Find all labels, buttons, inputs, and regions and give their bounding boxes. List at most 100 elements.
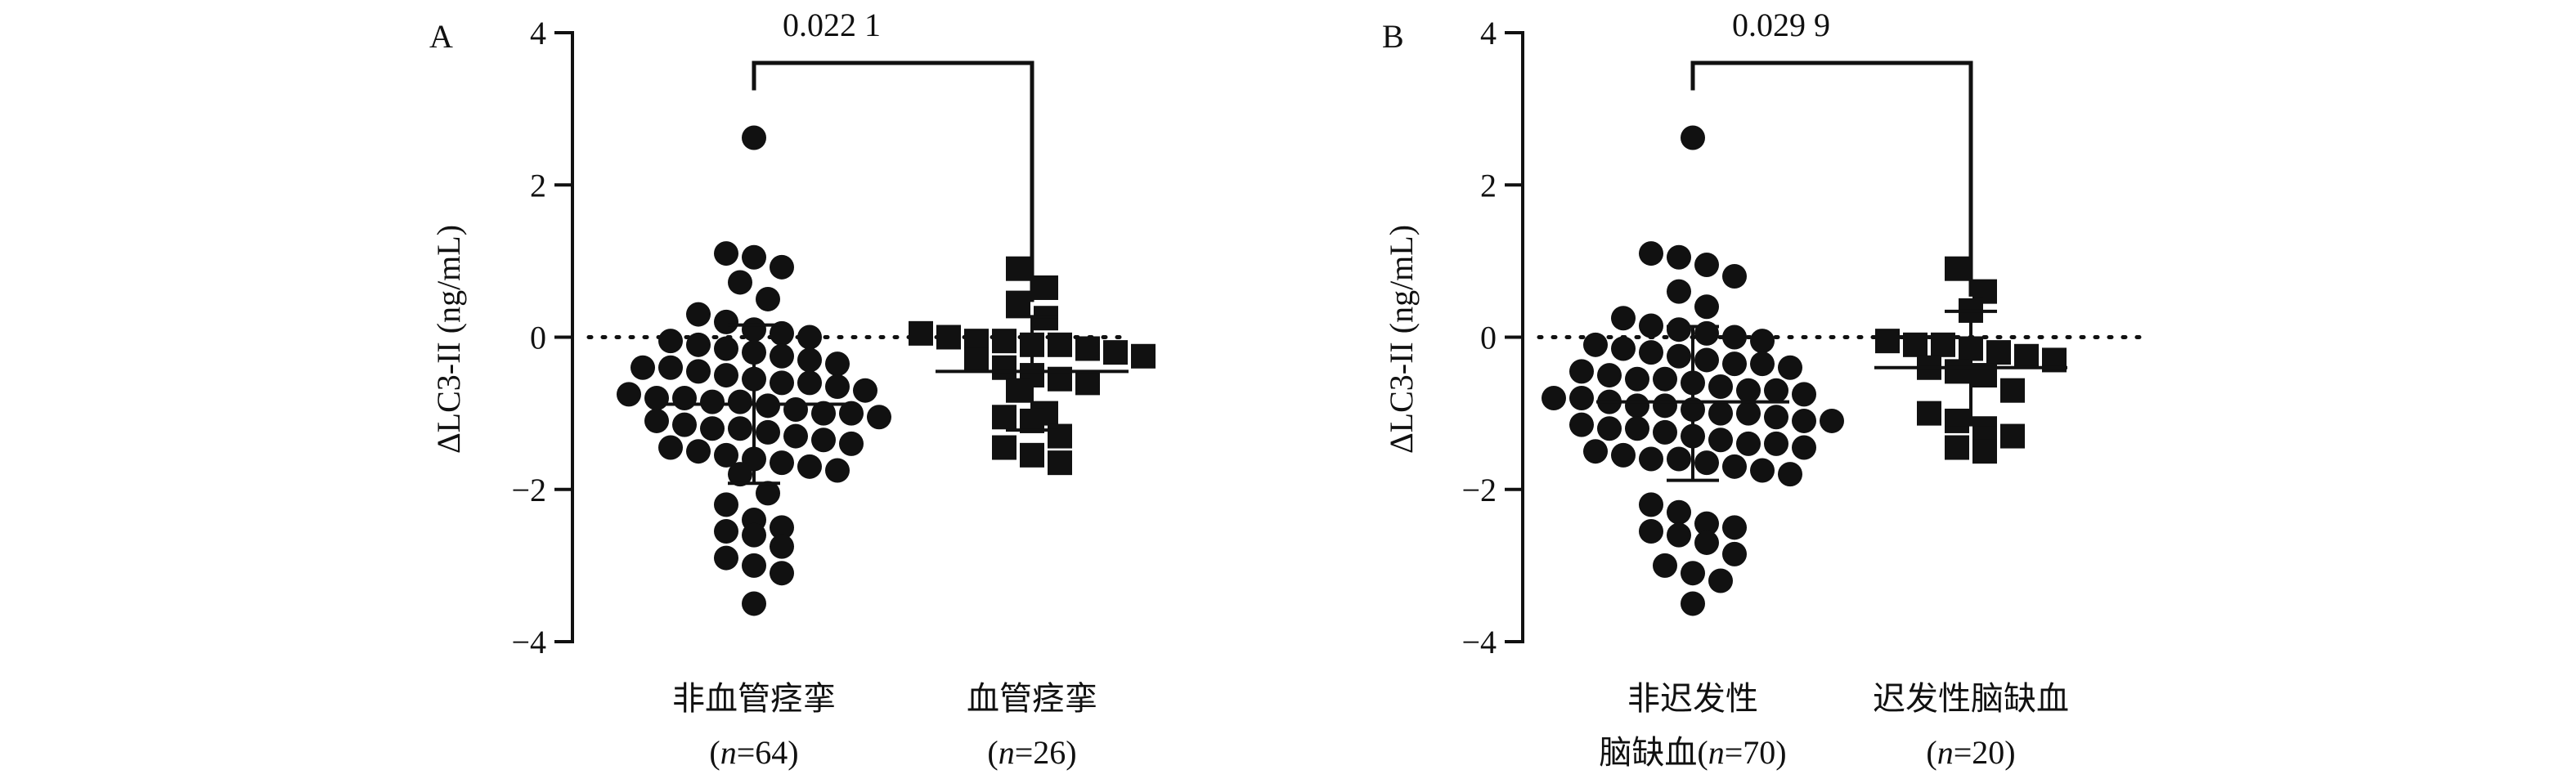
panel-b-point-circle bbox=[1750, 458, 1775, 483]
panel-a-point-circle bbox=[714, 336, 738, 361]
panel-b-point-circle bbox=[1736, 401, 1761, 426]
panel-b-point-circle bbox=[1792, 435, 1816, 460]
panel-b-point-circle bbox=[1667, 343, 1691, 369]
x-label-b-group1-name: 非迟发性 bbox=[1627, 680, 1758, 717]
x-label-b-group2-n: (n=20) bbox=[1926, 734, 2015, 771]
panel-a-point-square bbox=[909, 320, 933, 346]
panel-b-point-square bbox=[1945, 435, 1969, 460]
y-axis-label-b: ΔLC3-II (ng/mL) bbox=[1383, 225, 1420, 454]
panel-a-point-circle bbox=[728, 270, 752, 295]
panel-a-point-circle bbox=[714, 309, 738, 334]
panel-b-point-circle bbox=[1722, 541, 1747, 566]
panel-b-point-circle bbox=[1736, 431, 1761, 456]
panel-a-point-square bbox=[992, 329, 1016, 354]
panel-a-point-square bbox=[964, 347, 989, 373]
panel-b-point-circle bbox=[1694, 253, 1719, 278]
panel-a-point-circle bbox=[811, 401, 836, 426]
panel-b-y-tick-label: 0 bbox=[1480, 320, 1497, 356]
panel-b-point-circle bbox=[1694, 294, 1719, 320]
p-value-a: 0.022 1 bbox=[783, 7, 881, 43]
panel-b-point-square bbox=[1917, 401, 1941, 426]
panel-a-point-square bbox=[1131, 343, 1156, 369]
panel-a-point-circle bbox=[742, 244, 766, 270]
panel-b-point-circle bbox=[1681, 125, 1705, 150]
panel-b-point-square bbox=[1986, 340, 2011, 365]
panel-a-point-circle bbox=[825, 351, 850, 377]
panel-a-point-circle bbox=[686, 359, 711, 384]
x-label-a-group2-n: (n=26) bbox=[987, 734, 1076, 771]
panel-b-point-circle bbox=[1653, 366, 1677, 392]
panel-a-point-circle bbox=[700, 416, 725, 441]
panel-a-point-square bbox=[1048, 423, 1072, 449]
panel-label-a: A bbox=[429, 18, 453, 55]
panel-b-point-square bbox=[1931, 332, 1955, 357]
panel-a-point-circle bbox=[783, 423, 808, 449]
panel-a-point-circle bbox=[686, 439, 711, 464]
panel-b-point-circle bbox=[1653, 393, 1677, 419]
panel-b-point-circle bbox=[1708, 401, 1733, 426]
panel-b-point-circle bbox=[1750, 351, 1775, 377]
panel-a-point-circle bbox=[742, 591, 766, 616]
panel-a-point-circle bbox=[839, 431, 864, 456]
panel-a-point-circle bbox=[714, 442, 738, 468]
panel-b-point-circle bbox=[1722, 351, 1747, 377]
panel-a-point-circle bbox=[686, 302, 711, 327]
panel-a-point-circle bbox=[714, 363, 738, 388]
panel-b-point-circle bbox=[1542, 386, 1566, 410]
panel-b-point-circle bbox=[1708, 428, 1733, 453]
panel-b-point-circle bbox=[1667, 522, 1691, 548]
panel-b-point-square bbox=[2000, 378, 2025, 403]
panel-b-point-circle bbox=[1694, 450, 1719, 476]
panel-a-point-circle bbox=[658, 435, 683, 460]
panel-a-point-square bbox=[992, 405, 1016, 430]
panel-a-point-circle bbox=[853, 378, 877, 403]
panel-a-point-circle bbox=[700, 389, 725, 414]
panel-a-point-circle bbox=[644, 386, 669, 410]
panel-b-point-circle bbox=[1694, 320, 1719, 346]
panel-b-point-circle bbox=[1583, 439, 1608, 464]
x-label-b-group2-name: 迟发性脑缺血 bbox=[1873, 680, 2069, 717]
panel-b-point-circle bbox=[1639, 241, 1663, 266]
panel-a-point-square bbox=[1006, 256, 1030, 281]
panel-a-point-circle bbox=[770, 320, 794, 346]
panel-b-point-circle bbox=[1583, 332, 1608, 357]
panel-a-point-square bbox=[1034, 275, 1058, 300]
panel-b-point-square bbox=[1945, 408, 1969, 433]
panel-a-point-circle bbox=[756, 481, 780, 506]
panel-a-point-circle bbox=[658, 355, 683, 380]
panel-a-point-circle bbox=[867, 405, 891, 430]
panel-b-point-circle bbox=[1667, 499, 1691, 525]
panel-a-point-circle bbox=[644, 408, 669, 433]
panel-a-point-circle bbox=[770, 254, 794, 280]
panel-a-point-square bbox=[992, 435, 1016, 460]
panel-b-point-square bbox=[1972, 439, 1997, 464]
panel-a-point-circle bbox=[756, 419, 780, 445]
panel-b-point-circle bbox=[1778, 462, 1802, 487]
panel-b-point-circle bbox=[1569, 386, 1594, 410]
panel-b: B 0.029 9 ΔLC3-II (ng/mL) 非迟发性 脑缺血(n=70)… bbox=[1382, 7, 2152, 771]
panel-b-point-circle bbox=[1681, 561, 1705, 586]
panel-a-point-circle bbox=[770, 561, 794, 586]
panel-a-point-square bbox=[1075, 336, 1100, 361]
panel-b-point-circle bbox=[1625, 366, 1649, 392]
panel-b-point-square bbox=[2014, 343, 2039, 369]
panel-a-point-circle bbox=[797, 347, 822, 373]
panel-b-point-circle bbox=[1625, 393, 1649, 419]
panel-a-point-circle bbox=[617, 382, 641, 407]
panel-b-point-circle bbox=[1778, 355, 1802, 380]
panel-b-point-circle bbox=[1792, 382, 1816, 407]
panel-a-point-circle bbox=[742, 553, 766, 578]
panel-a-point-circle bbox=[770, 370, 794, 396]
panel-b-point-square bbox=[1875, 329, 1900, 354]
panel-a-point-circle bbox=[797, 325, 822, 350]
panel-a-point-circle bbox=[770, 343, 794, 369]
panel-b-point-circle bbox=[1667, 446, 1691, 472]
panel-b-point-circle bbox=[1792, 408, 1816, 433]
panel-a-point-square bbox=[1075, 370, 1100, 396]
panel-b-point-circle bbox=[1708, 374, 1733, 400]
panel-a-point-circle bbox=[797, 370, 822, 396]
panel-a-point-circle bbox=[825, 374, 850, 400]
panel-b-point-circle bbox=[1667, 279, 1691, 304]
